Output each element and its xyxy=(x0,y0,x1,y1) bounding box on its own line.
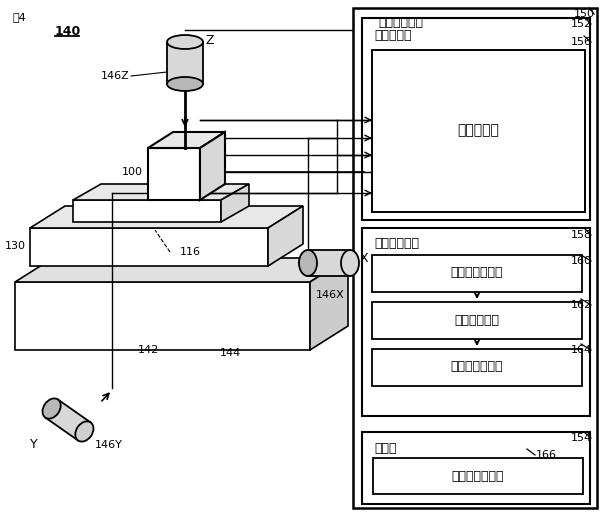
Polygon shape xyxy=(310,258,348,350)
Text: コンピュータ: コンピュータ xyxy=(378,16,423,29)
Text: 130: 130 xyxy=(5,241,26,251)
Text: 164: 164 xyxy=(571,345,592,355)
Text: 166: 166 xyxy=(536,450,557,460)
Ellipse shape xyxy=(167,77,203,91)
Bar xyxy=(362,228,590,416)
Polygon shape xyxy=(73,200,221,222)
Text: 表面形状データ: 表面形状データ xyxy=(451,470,504,483)
Bar xyxy=(353,8,597,508)
Bar xyxy=(372,50,585,212)
Text: 100: 100 xyxy=(122,167,143,177)
Polygon shape xyxy=(200,132,225,200)
Text: 160: 160 xyxy=(571,256,592,266)
Polygon shape xyxy=(148,132,225,148)
Text: 156: 156 xyxy=(571,37,592,47)
Text: 150: 150 xyxy=(574,9,595,19)
Ellipse shape xyxy=(341,250,359,276)
Text: プロセッサ: プロセッサ xyxy=(374,29,411,42)
Bar xyxy=(373,458,583,494)
Polygon shape xyxy=(73,184,249,200)
Ellipse shape xyxy=(167,35,203,49)
Text: 146Y: 146Y xyxy=(95,440,123,450)
Polygon shape xyxy=(148,148,200,200)
Text: 特徴区間抽出部: 特徴区間抽出部 xyxy=(451,266,503,280)
Text: 測定制御部: 測定制御部 xyxy=(457,123,499,137)
Text: 152: 152 xyxy=(571,19,592,29)
Ellipse shape xyxy=(299,250,317,276)
Bar xyxy=(308,250,350,276)
Text: Y: Y xyxy=(30,438,38,451)
Text: メモリ: メモリ xyxy=(374,441,396,454)
Text: フィルタ処理部: フィルタ処理部 xyxy=(451,360,503,373)
Bar xyxy=(362,18,590,220)
Bar xyxy=(372,349,582,386)
Ellipse shape xyxy=(75,421,93,441)
Text: 162: 162 xyxy=(571,300,592,310)
Ellipse shape xyxy=(42,398,61,419)
Text: Z: Z xyxy=(205,33,213,46)
Text: 146X: 146X xyxy=(316,290,345,300)
Polygon shape xyxy=(268,206,303,266)
Text: データ補正部: データ補正部 xyxy=(454,314,499,327)
Text: 図4: 図4 xyxy=(12,12,25,22)
Polygon shape xyxy=(221,184,249,222)
Bar xyxy=(362,432,590,504)
Text: データ処理部: データ処理部 xyxy=(374,237,419,250)
Bar xyxy=(45,399,91,440)
Polygon shape xyxy=(30,228,268,266)
Bar xyxy=(372,302,582,339)
Polygon shape xyxy=(15,282,310,350)
Text: 142: 142 xyxy=(138,345,159,355)
Text: 140: 140 xyxy=(55,25,81,38)
Bar xyxy=(372,255,582,292)
Polygon shape xyxy=(30,206,303,228)
Bar xyxy=(167,42,203,84)
Text: 116: 116 xyxy=(180,247,201,257)
Polygon shape xyxy=(15,258,348,282)
Text: 146Z: 146Z xyxy=(101,71,130,81)
Text: 158: 158 xyxy=(571,230,592,240)
Text: 144: 144 xyxy=(220,348,241,358)
Text: X: X xyxy=(360,252,368,265)
Text: 154: 154 xyxy=(571,433,592,443)
